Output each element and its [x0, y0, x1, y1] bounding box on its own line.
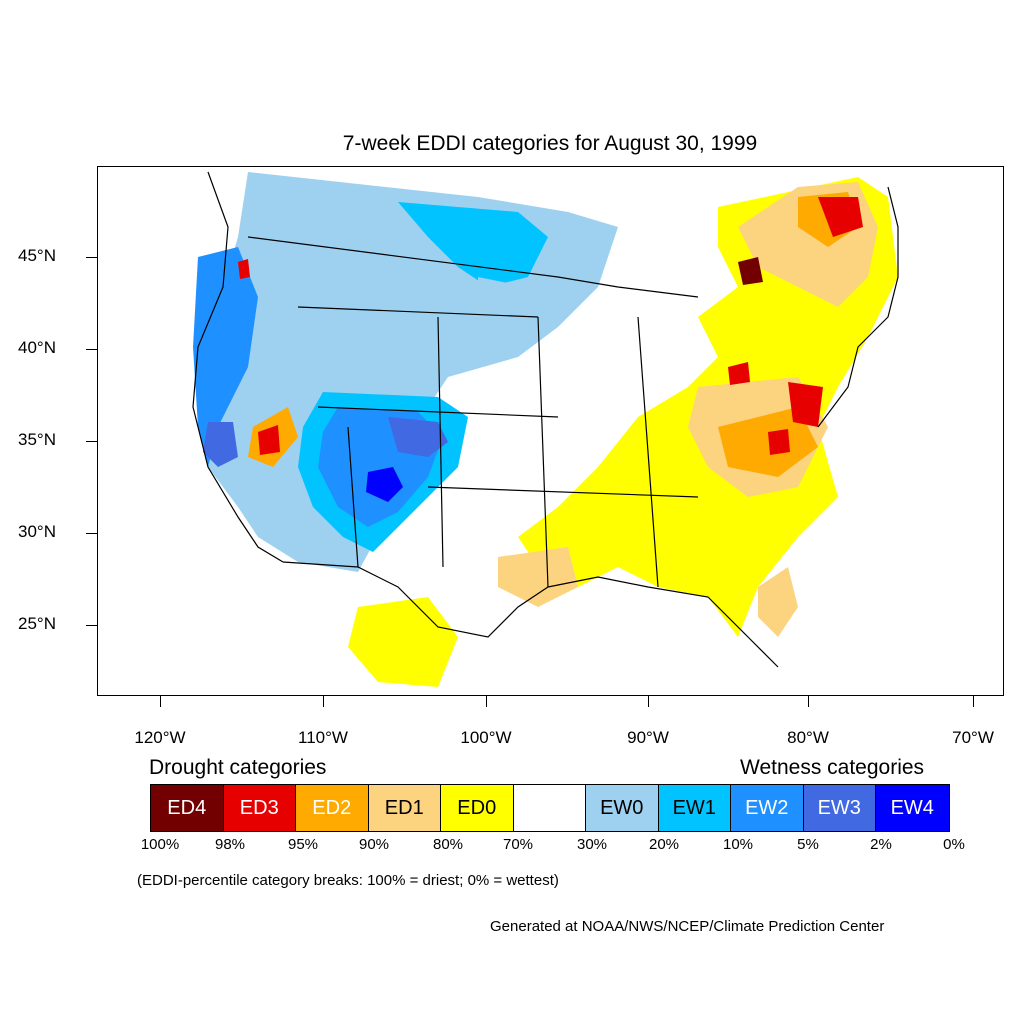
- lat-tick-45n: [86, 257, 97, 259]
- lat-tick-35n: [86, 441, 97, 443]
- lon-tick-70w: [973, 696, 975, 707]
- legend-box-ed4: ED4: [151, 785, 224, 831]
- lon-label-100w: 100°W: [460, 728, 512, 747]
- break-label: 0%: [943, 836, 965, 853]
- category-breaks-note: (EDDI-percentile category breaks: 100% =…: [137, 872, 559, 889]
- break-label: 95%: [287, 836, 319, 853]
- legend-box-ed3: ED3: [223, 785, 296, 831]
- legend-box-ed2: ED2: [296, 785, 369, 831]
- legend-box-label: EW2: [745, 796, 789, 819]
- drought-regions: [238, 177, 898, 687]
- lat-label-30n: 30°N: [18, 522, 56, 541]
- legend-colorbar: ED4 ED3 ED2 ED1 ED0 EW0 EW1 EW2 EW3 EW4: [150, 784, 950, 832]
- break-label: 2%: [870, 836, 892, 853]
- lon-label-120w: 120°W: [134, 728, 186, 747]
- boundaries: [192, 171, 899, 668]
- legend-box-label: ED0: [457, 796, 497, 819]
- legend-box-ew4: EW4: [876, 785, 949, 831]
- lon-label-90w: 90°W: [627, 728, 669, 747]
- break-label: 70%: [502, 836, 534, 853]
- legend-box-label: ED4: [167, 796, 207, 819]
- wetness-heading: Wetness categories: [740, 756, 925, 779]
- legend-box-ew1: EW1: [658, 785, 731, 831]
- lon-label-110w: 110°W: [298, 728, 348, 747]
- legend-box-ew2: EW2: [731, 785, 804, 831]
- legend-box-label: ED3: [239, 796, 279, 819]
- map-canvas: [192, 171, 899, 687]
- lat-tick-25n: [86, 625, 97, 627]
- break-label: 5%: [797, 836, 819, 853]
- break-label: 10%: [722, 836, 754, 853]
- break-label: 80%: [432, 836, 464, 853]
- lon-tick-120w: [160, 696, 162, 707]
- break-label: 20%: [648, 836, 680, 853]
- legend-box-ed0: ED0: [441, 785, 514, 831]
- lon-tick-110w: [323, 696, 325, 707]
- legend-box-label: ED1: [384, 796, 424, 819]
- break-label: 100%: [140, 836, 180, 853]
- credit-line: Generated at NOAA/NWS/NCEP/Climate Predi…: [490, 918, 885, 935]
- lat-label-35n: 35°N: [18, 430, 56, 449]
- break-label: 90%: [358, 836, 390, 853]
- lat-label-45n: 45°N: [18, 246, 56, 265]
- lon-label-80w: 80°W: [787, 728, 829, 747]
- legend-box-neutral: [513, 785, 586, 831]
- legend-box-label: EW4: [890, 796, 934, 819]
- legend-box-label: ED2: [312, 796, 352, 819]
- lon-label-70w: 70°W: [952, 728, 994, 747]
- break-label: 98%: [214, 836, 246, 853]
- lat-label-25n: 25°N: [18, 614, 56, 633]
- lat-tick-40n: [86, 349, 97, 351]
- legend-box-ew0: EW0: [586, 785, 659, 831]
- lat-tick-30n: [86, 533, 97, 535]
- legend-box-label: EW1: [672, 796, 716, 819]
- wetness-regions: [193, 172, 618, 572]
- map-title: 7-week EDDI categories for August 30, 19…: [342, 132, 758, 155]
- lon-tick-80w: [808, 696, 810, 707]
- legend-box-label: EW3: [817, 796, 861, 819]
- break-label: 30%: [576, 836, 608, 853]
- legend-box-ed1: ED1: [368, 785, 441, 831]
- drought-heading: Drought categories: [149, 756, 327, 779]
- lon-tick-90w: [648, 696, 650, 707]
- lon-tick-100w: [486, 696, 488, 707]
- eddi-map: [97, 166, 1004, 696]
- lat-label-40n: 40°N: [18, 338, 56, 357]
- legend-box-label: EW0: [600, 796, 644, 819]
- legend-box-ew3: EW3: [803, 785, 876, 831]
